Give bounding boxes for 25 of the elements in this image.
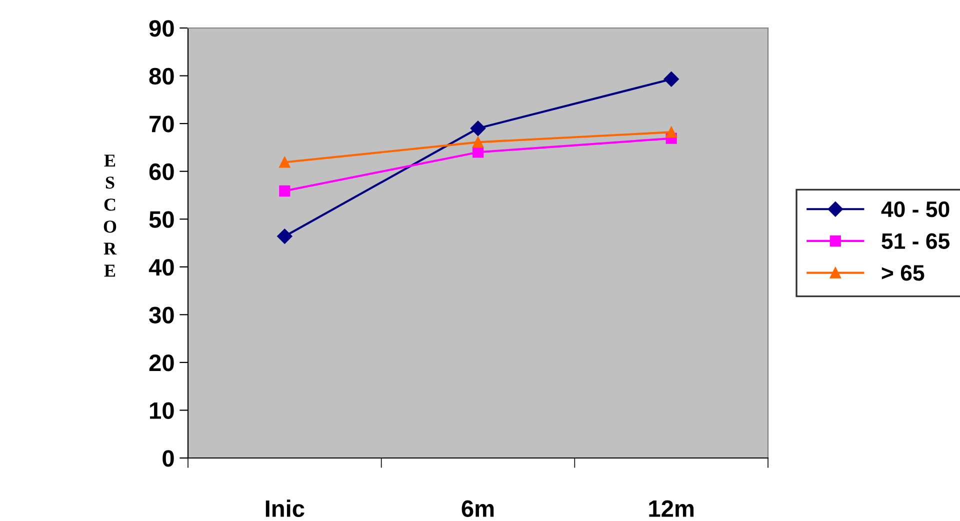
y-tick-label: 40 xyxy=(148,258,174,276)
point xyxy=(472,146,484,158)
point xyxy=(666,126,677,138)
y-tick-label: 0 xyxy=(162,450,174,467)
point xyxy=(664,72,679,87)
y-axis-title: ESCORE xyxy=(104,154,117,277)
legend-label: > 65 xyxy=(882,265,924,281)
y-tick-label: 20 xyxy=(149,354,174,372)
x-tick-label: Inic xyxy=(266,500,304,518)
y-tick-label: 60 xyxy=(149,163,174,180)
point xyxy=(279,156,290,168)
x-tick-label: 6m xyxy=(462,500,494,518)
y-tick-label: 70 xyxy=(150,116,174,132)
x-tick-label: 12m xyxy=(649,500,694,517)
y-tick-label: 50 xyxy=(149,211,174,228)
legend-label: 40 - 50 xyxy=(881,201,950,218)
y-tick-label: 80 xyxy=(149,68,174,85)
y-tick-label: 90 xyxy=(149,20,174,37)
y-tick-label: 10 xyxy=(150,402,174,420)
point xyxy=(277,228,292,244)
y-tick-label: 30 xyxy=(149,306,174,324)
point xyxy=(470,120,486,136)
point xyxy=(279,185,290,196)
point xyxy=(472,136,484,148)
legend-label: 51 - 65 xyxy=(882,233,950,249)
